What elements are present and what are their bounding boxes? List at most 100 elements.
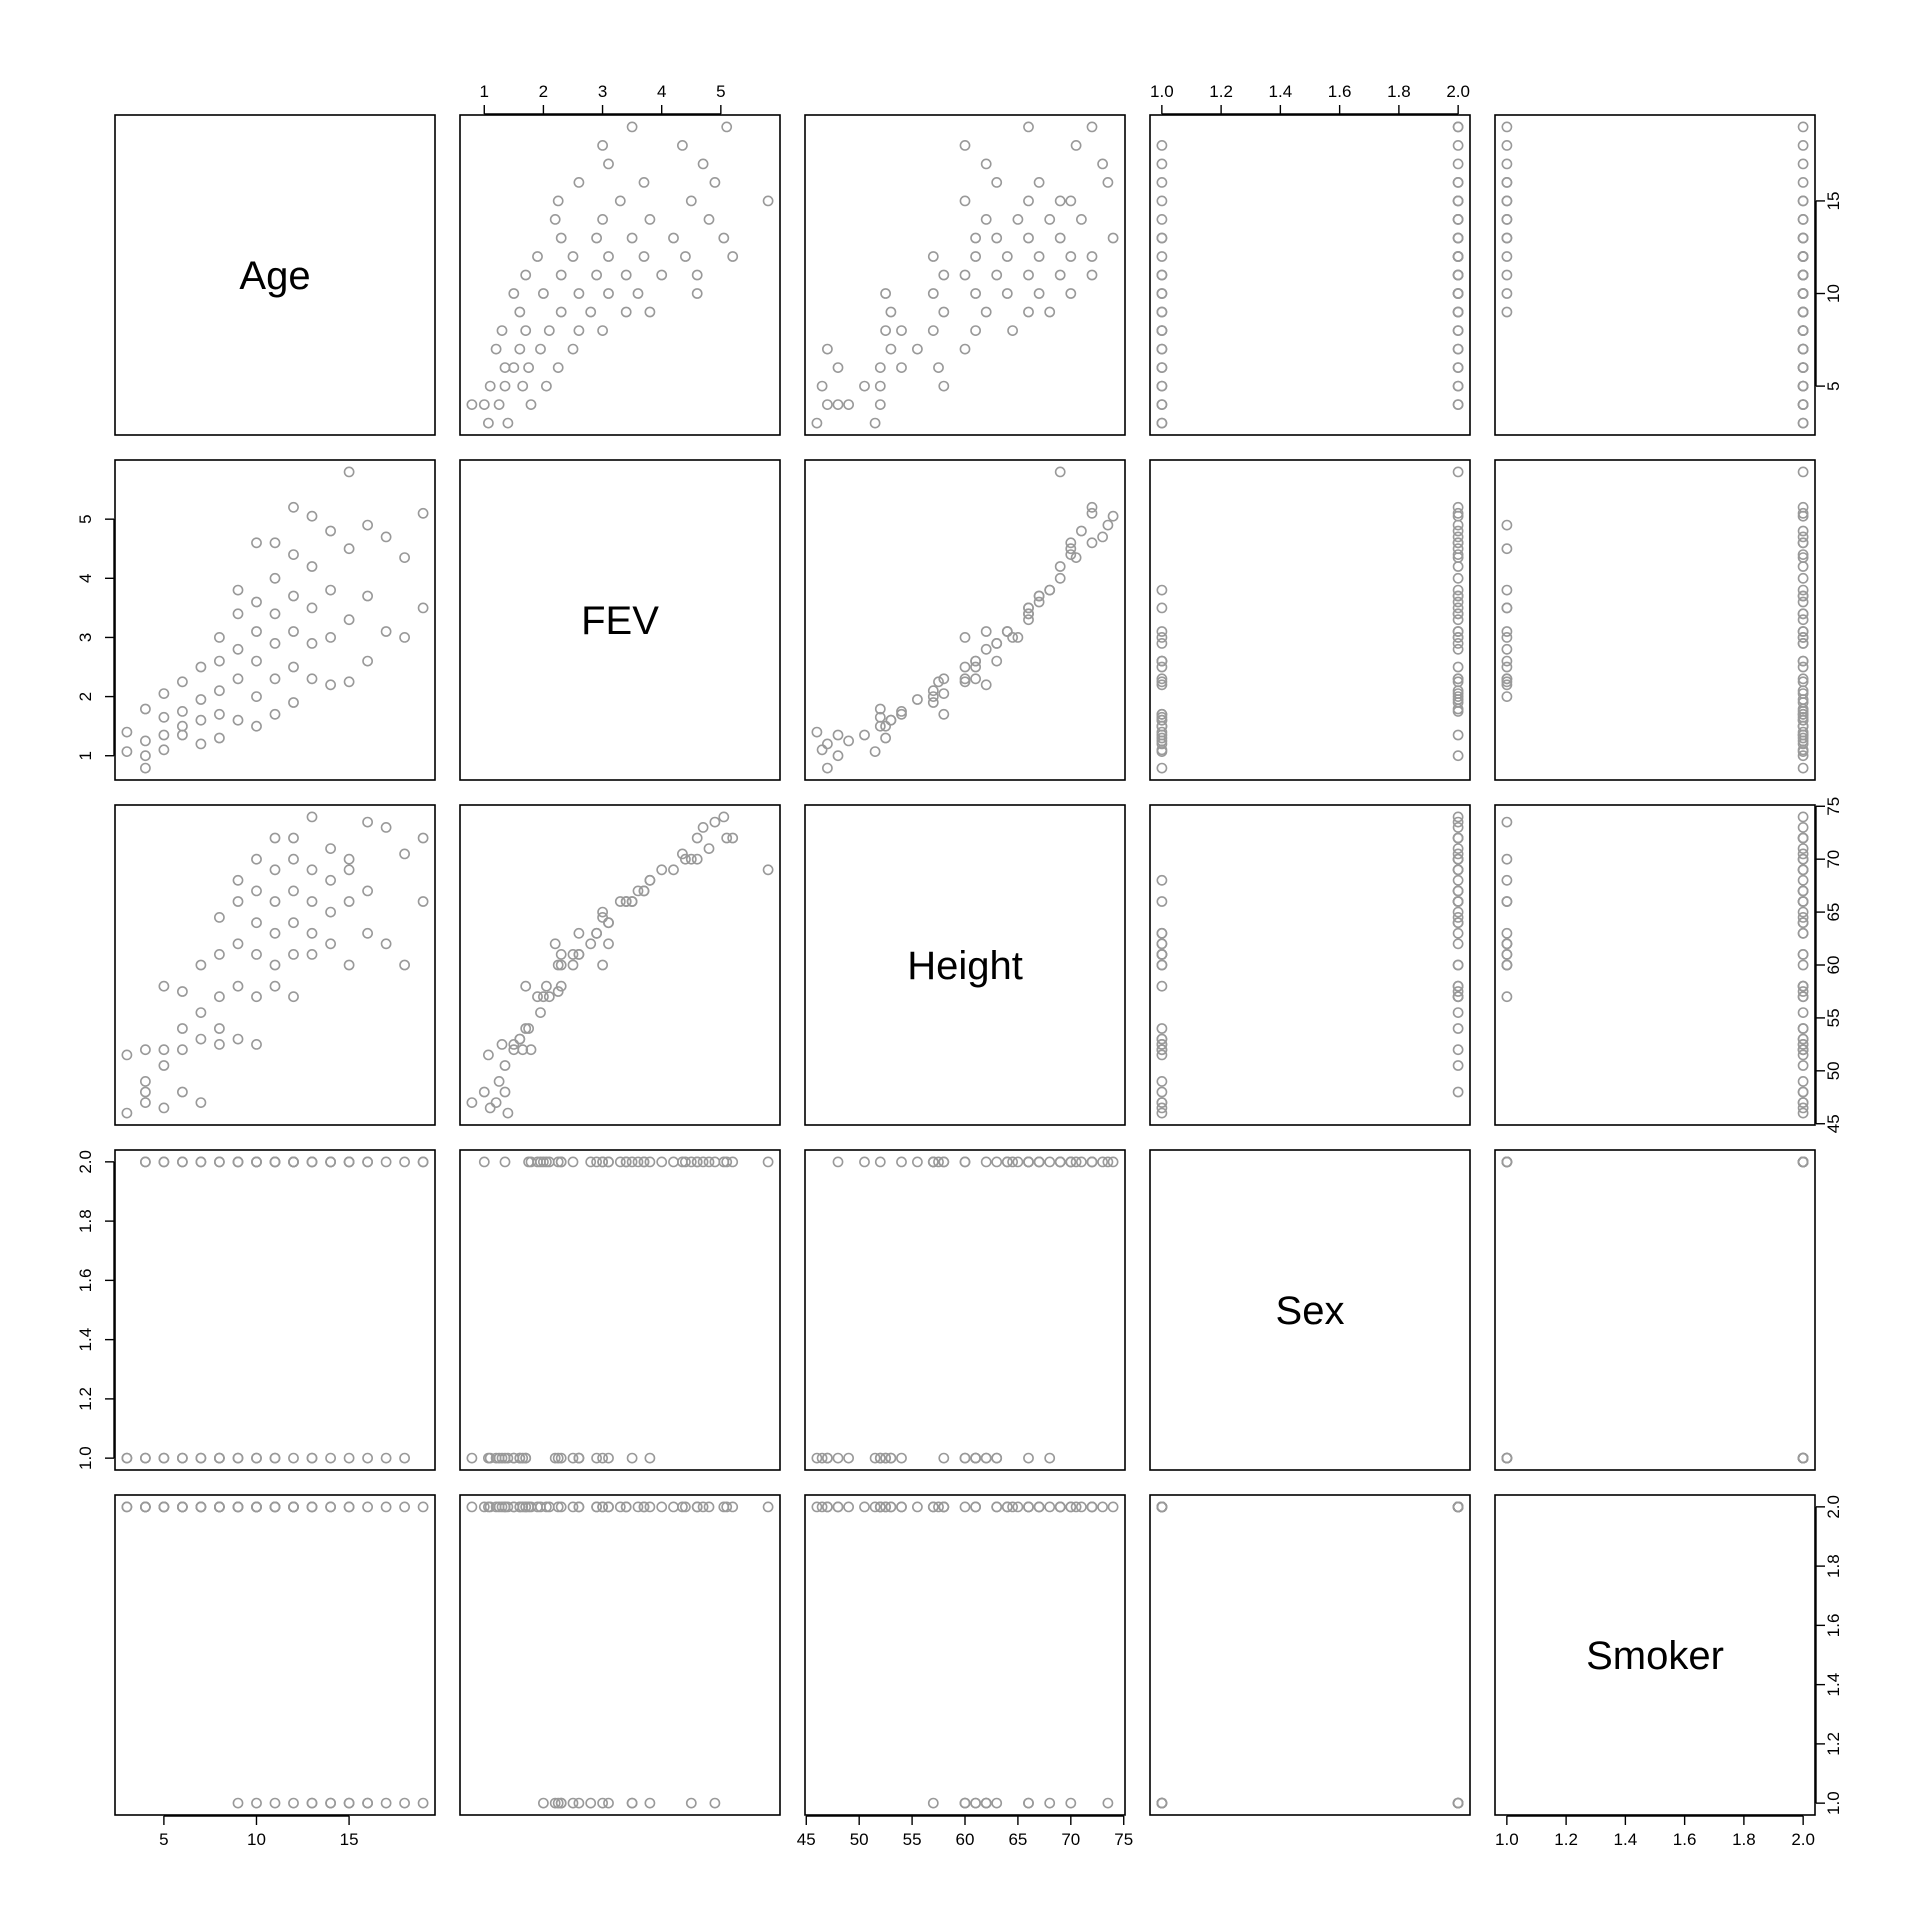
point-sex-vs-height-53 — [1044, 1156, 1056, 1168]
tick-label-bottom-height: 55 — [903, 1830, 922, 1849]
point-sex-vs-height-18 — [896, 1452, 907, 1464]
point-sex-vs-fev-55 — [552, 1452, 564, 1464]
point-smoker-vs-age-22 — [213, 1501, 225, 1513]
point-height-vs-fev-30 — [573, 949, 585, 960]
point-height-vs-sex-27 — [1156, 874, 1168, 886]
point-smoker-vs-height-44 — [1065, 1501, 1077, 1513]
point-smoker-vs-height-67 — [1086, 1501, 1098, 1513]
tick-label-top-sex: 1.6 — [1328, 82, 1352, 101]
point-age-vs-height-62 — [980, 158, 992, 170]
point-fev-vs-age-64 — [399, 632, 410, 643]
point-smoker-vs-fev-59 — [573, 1797, 585, 1809]
point-height-vs-fev-22 — [496, 1039, 508, 1050]
point-height-vs-age-54 — [325, 843, 336, 854]
point-sex-vs-age-5 — [139, 1452, 151, 1464]
point-age-vs-fev-43 — [638, 251, 650, 262]
point-age-vs-fev-38 — [656, 269, 668, 281]
panel-fev-vs-sex — [1149, 459, 1471, 781]
point-fev-vs-smoker-30 — [1797, 655, 1809, 667]
point-age-vs-smoker-5 — [1797, 399, 1809, 410]
point-age-vs-height-3 — [874, 399, 886, 410]
point-fev-vs-age-61 — [362, 519, 373, 531]
point-fev-vs-sex-25 — [1452, 643, 1464, 655]
point-sex-vs-age-48 — [306, 1452, 318, 1464]
point-smoker-vs-height-56 — [1023, 1501, 1034, 1513]
point-age-vs-fev-7 — [517, 380, 529, 392]
point-age-vs-height-14 — [885, 343, 897, 355]
point-age-vs-fev-26 — [620, 306, 632, 318]
point-age-vs-fev-59 — [573, 176, 585, 188]
panel-age-vs-height — [804, 114, 1126, 436]
point-height-vs-age-61 — [362, 816, 373, 828]
point-height-vs-smoker-28 — [1797, 1039, 1809, 1050]
point-height-vs-fev-28 — [508, 1039, 520, 1050]
point-age-vs-sex-4 — [1452, 399, 1464, 410]
point-smoker-vs-fev-23 — [514, 1501, 526, 1513]
point-fev-vs-smoker-19 — [1797, 685, 1809, 697]
point-age-vs-height-63 — [1097, 158, 1108, 170]
point-height-vs-fev-21 — [597, 912, 608, 923]
point-height-vs-age-10 — [176, 1044, 188, 1056]
point-fev-vs-age-30 — [251, 655, 262, 667]
point-age-vs-sex-8 — [1452, 380, 1464, 392]
tick-label-top-sex: 1.4 — [1269, 82, 1293, 101]
point-age-vs-sex-64 — [1156, 139, 1168, 151]
point-age-vs-sex-21 — [1452, 325, 1464, 336]
point-height-vs-age-11 — [176, 1023, 188, 1034]
point-smoker-vs-sex-36 — [1156, 1501, 1168, 1513]
point-height-vs-age-51 — [325, 938, 336, 950]
point-age-vs-fev-8 — [541, 380, 552, 392]
point-smoker-vs-fev-65 — [677, 1501, 688, 1513]
point-fev-vs-age-38 — [269, 572, 281, 584]
tick-label-top-sex: 1.0 — [1150, 82, 1174, 101]
point-height-vs-age-41 — [288, 949, 299, 960]
point-smoker-vs-height-12 — [933, 1501, 944, 1513]
point-height-vs-age-25 — [232, 938, 244, 950]
point-fev-vs-sex-53 — [1452, 584, 1464, 596]
point-age-vs-fev-11 — [523, 362, 534, 373]
point-fev-vs-sex-67 — [1452, 507, 1464, 519]
point-smoker-vs-fev-60 — [638, 1501, 650, 1513]
point-fev-vs-smoker-28 — [1797, 720, 1809, 732]
point-smoker-vs-height-54 — [1076, 1501, 1087, 1513]
panel-smoker-vs-fev — [459, 1494, 781, 1816]
point-age-vs-smoker-13 — [1797, 362, 1809, 373]
point-sex-vs-fev-47 — [591, 1156, 602, 1168]
point-sex-vs-age-61 — [362, 1156, 373, 1168]
point-smoker-vs-height-50 — [1107, 1501, 1119, 1513]
point-fev-vs-height-21 — [1007, 632, 1018, 643]
point-fev-vs-sex-39 — [1452, 537, 1464, 549]
point-age-vs-fev-48 — [626, 232, 638, 244]
point-height-vs-fev-38 — [656, 864, 668, 876]
point-fev-vs-age-11 — [176, 706, 188, 717]
point-height-vs-fev-4 — [478, 1086, 490, 1098]
point-sex-vs-fev-41 — [567, 1452, 579, 1464]
panel-fev-vs-fev — [459, 459, 781, 781]
tick-label-bottom-age: 5 — [159, 1830, 168, 1849]
point-sex-vs-age-1 — [121, 1452, 133, 1464]
point-age-vs-height-47 — [991, 232, 1003, 244]
tick-label-right-age: 10 — [1824, 284, 1843, 303]
point-height-vs-smoker-63 — [1797, 822, 1809, 833]
point-height-vs-age-6 — [158, 1060, 170, 1071]
point-sex-vs-fev-22 — [496, 1452, 508, 1464]
point-height-vs-age-46 — [306, 949, 318, 960]
point-age-vs-height-52 — [1012, 213, 1024, 225]
point-sex-vs-height-11 — [896, 1156, 907, 1168]
point-height-vs-age-44 — [288, 853, 299, 865]
point-fev-vs-sex-16 — [1452, 661, 1464, 673]
tick-label-right-smoker: 1.2 — [1824, 1732, 1843, 1756]
point-age-vs-fev-1 — [502, 417, 514, 429]
point-sex-vs-height-12 — [933, 1156, 944, 1168]
point-fev-vs-sex-41 — [1156, 661, 1168, 673]
point-age-vs-fev-29 — [538, 288, 549, 299]
point-smoker-vs-height-0 — [869, 1501, 881, 1513]
point-fev-vs-smoker-55 — [1501, 676, 1513, 688]
point-sex-vs-fev-37 — [620, 1156, 632, 1168]
point-age-vs-height-29 — [927, 288, 939, 299]
point-age-vs-fev-5 — [493, 399, 505, 410]
point-height-vs-age-5 — [139, 1076, 151, 1087]
point-sex-vs-height-46 — [970, 1452, 981, 1464]
tick-label-right-smoker: 1.0 — [1824, 1791, 1843, 1815]
variable-label-fev: FEV — [581, 599, 659, 643]
